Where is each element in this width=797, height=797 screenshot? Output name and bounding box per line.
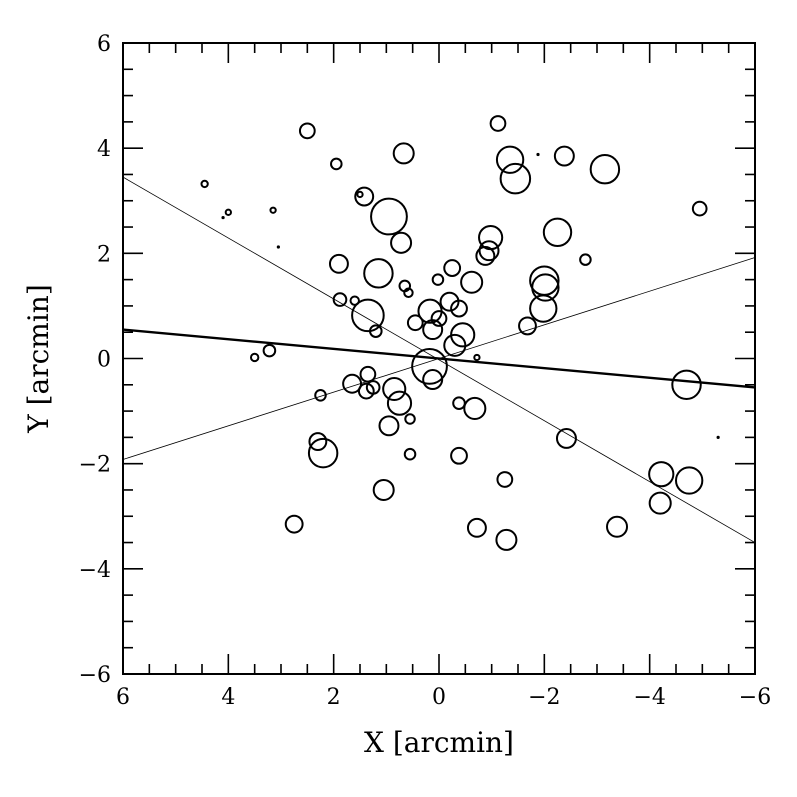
data-point: [589, 153, 621, 185]
data-point: [671, 369, 702, 401]
data-point: [473, 353, 481, 362]
data-point: [356, 190, 364, 199]
data-point: [499, 162, 532, 195]
data-point: [330, 157, 343, 171]
data-point: [365, 380, 381, 395]
x-axis-label: X [arcmin]: [364, 726, 514, 759]
y-tick-label: −2: [79, 453, 111, 478]
y-axis-label: Y [arcmin]: [22, 284, 55, 434]
thin-line: [122, 176, 756, 543]
x-tick-label: −6: [739, 685, 771, 710]
data-point: [370, 197, 408, 236]
data-point: [357, 382, 375, 400]
data-point: [392, 142, 415, 165]
data-point: [691, 200, 708, 217]
data-point: [430, 310, 448, 327]
axis-ticks: [122, 42, 756, 675]
data-point: [369, 324, 383, 338]
data-point: [518, 316, 537, 336]
data-point: [466, 517, 487, 538]
data-point: [422, 369, 444, 391]
data-point: [342, 373, 363, 394]
data-point: [411, 348, 448, 385]
plot-frame: [122, 42, 756, 675]
data-point: [354, 186, 375, 207]
data-point: [276, 245, 280, 249]
data-point: [298, 122, 316, 140]
data-point: [363, 258, 394, 289]
data-point: [431, 273, 445, 286]
data-point: [529, 294, 558, 323]
data-point: [553, 145, 575, 167]
data-point: [489, 115, 507, 132]
data-point: [349, 295, 360, 306]
data-point: [284, 514, 304, 534]
data-point: [382, 376, 407, 402]
data-point: [308, 432, 328, 452]
data-point: [606, 515, 629, 538]
data-point: [450, 299, 468, 318]
data-point: [307, 437, 339, 469]
x-tick-label: 6: [116, 685, 130, 710]
x-tick-label: −2: [528, 685, 560, 710]
thin-line: [122, 257, 756, 460]
data-point: [422, 319, 444, 341]
data-point: [328, 253, 349, 274]
data-point: [478, 224, 504, 251]
data-point: [390, 231, 413, 254]
data-point: [386, 390, 413, 416]
data-point: [224, 208, 232, 216]
data-point: [406, 314, 424, 332]
data-point: [463, 396, 487, 420]
data-point: [555, 427, 577, 449]
data-point: [404, 413, 416, 425]
data-points: [200, 115, 720, 551]
data-point: [648, 491, 672, 515]
data-point: [372, 478, 395, 501]
y-tick-label: 6: [97, 32, 111, 57]
x-tick-label: 0: [432, 685, 446, 710]
data-point: [496, 471, 514, 488]
y-tick-label: 0: [97, 348, 111, 373]
data-point: [450, 446, 468, 465]
y-tick-label: −6: [79, 663, 111, 688]
data-point: [314, 389, 327, 402]
data-point: [536, 152, 540, 157]
data-point: [269, 206, 277, 214]
data-point: [200, 179, 209, 189]
data-point: [249, 352, 260, 363]
data-point: [443, 259, 462, 277]
data-point: [675, 466, 704, 495]
data-point: [439, 291, 460, 312]
x-tick-label: 4: [221, 685, 235, 710]
y-tick-label: −4: [79, 558, 111, 583]
y-tick-label: 2: [97, 242, 111, 267]
data-point: [351, 298, 385, 333]
data-point: [542, 217, 573, 247]
data-point: [221, 215, 225, 220]
tick-labels: 6 4 2 0 −2 −4 −6 −6 −4 −2 0 2 4 6: [79, 32, 772, 710]
data-point: [716, 435, 720, 439]
data-point: [495, 528, 518, 551]
data-point: [531, 273, 560, 302]
data-point: [403, 447, 417, 461]
data-point: [332, 292, 348, 307]
data-point: [443, 333, 467, 357]
data-point: [495, 145, 525, 174]
x-tick-label: −4: [633, 685, 665, 710]
data-point: [579, 253, 592, 266]
data-point: [478, 240, 500, 262]
data-point: [403, 287, 414, 298]
data-point: [452, 396, 466, 410]
data-point: [359, 365, 377, 383]
data-point: [378, 415, 400, 437]
x-tick-label: 2: [327, 685, 341, 710]
fit-lines: [122, 176, 756, 543]
data-point: [460, 270, 484, 294]
data-point: [262, 343, 277, 358]
data-point: [648, 461, 675, 488]
y-tick-label: 4: [97, 137, 111, 162]
